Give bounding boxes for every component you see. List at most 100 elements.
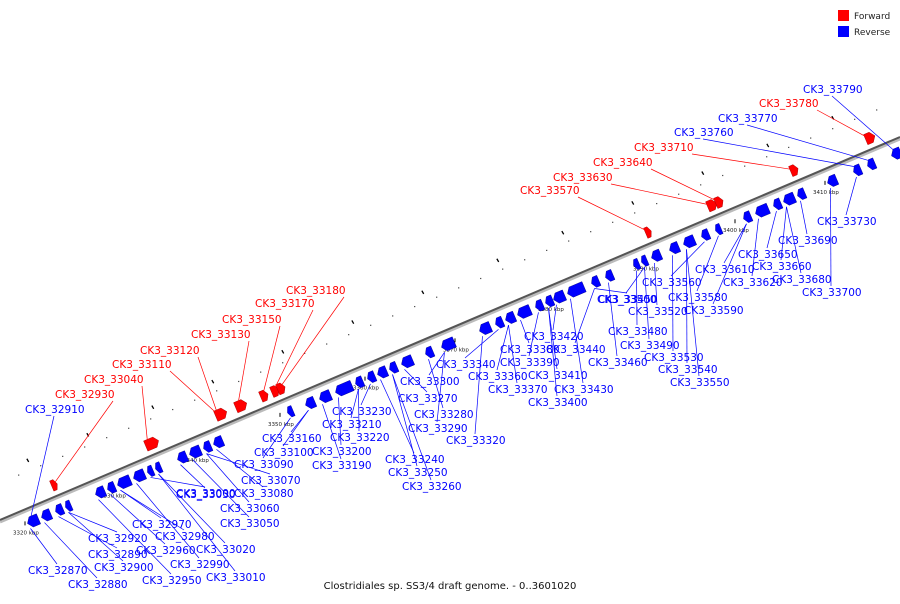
reverse-gene-label[interactable]: CK3_33050 (220, 518, 280, 530)
reverse-gene-label[interactable]: CK3_33250 (388, 467, 448, 479)
reverse-gene-arrow[interactable] (565, 281, 587, 299)
reverse-gene-label[interactable]: CK3_33520 (628, 306, 688, 318)
reverse-gene-label[interactable]: CK3_33030 (176, 489, 236, 501)
reverse-gene-arrow[interactable] (131, 468, 147, 484)
reverse-gene-label[interactable]: CK3_33690 (778, 235, 838, 247)
reverse-gene-label[interactable]: CK3_33460 (588, 357, 648, 369)
reverse-gene-arrow[interactable] (533, 298, 546, 312)
forward-gene-label[interactable]: CK3_33630 (553, 172, 613, 184)
reverse-gene-label[interactable]: CK3_33420 (524, 331, 584, 343)
reverse-gene-arrow[interactable] (781, 191, 797, 207)
reverse-gene-label[interactable]: CK3_33190 (312, 460, 372, 472)
reverse-gene-label[interactable]: CK3_32970 (132, 519, 192, 531)
reverse-gene-label[interactable]: CK3_33500 (597, 294, 657, 306)
reverse-gene-arrow[interactable] (439, 336, 457, 353)
reverse-gene-label[interactable]: CK3_32890 (88, 549, 148, 561)
forward-gene-arrow[interactable] (258, 389, 271, 403)
reverse-gene-label[interactable]: CK3_33540 (658, 364, 718, 376)
forward-gene-arrow[interactable] (233, 398, 249, 414)
reverse-gene-arrow[interactable] (639, 254, 650, 267)
reverse-gene-label[interactable]: CK3_33790 (803, 84, 863, 96)
reverse-gene-arrow[interactable] (851, 163, 864, 177)
forward-gene-label[interactable]: CK3_33150 (222, 314, 282, 326)
reverse-gene-label[interactable]: CK3_32980 (155, 531, 215, 543)
reverse-gene-arrow[interactable] (353, 375, 366, 389)
forward-gene-label[interactable]: CK3_33780 (759, 98, 819, 110)
reverse-gene-arrow[interactable] (115, 474, 133, 491)
reverse-gene-label[interactable]: CK3_33430 (554, 384, 614, 396)
reverse-gene-arrow[interactable] (387, 361, 400, 374)
reverse-gene-label[interactable]: CK3_33390 (500, 357, 560, 369)
reverse-gene-label[interactable]: CK3_33590 (684, 305, 744, 317)
reverse-gene-arrow[interactable] (93, 485, 108, 500)
reverse-gene-label[interactable]: CK3_33080 (234, 488, 294, 500)
reverse-gene-arrow[interactable] (399, 354, 415, 370)
reverse-gene-arrow[interactable] (649, 248, 664, 263)
reverse-gene-arrow[interactable] (25, 513, 41, 529)
reverse-gene-label[interactable]: CK3_33450 (598, 294, 658, 306)
forward-gene-label[interactable]: CK3_33640 (593, 157, 653, 169)
reverse-gene-arrow[interactable] (175, 450, 190, 465)
reverse-gene-arrow[interactable] (187, 444, 203, 460)
reverse-gene-arrow[interactable] (53, 503, 66, 516)
reverse-gene-arrow[interactable] (825, 173, 840, 188)
reverse-gene-label[interactable]: CK3_33480 (608, 326, 668, 338)
reverse-gene-arrow[interactable] (211, 435, 226, 449)
forward-gene-label[interactable]: CK3_33570 (520, 185, 580, 197)
forward-gene-arrow[interactable] (713, 195, 726, 209)
reverse-gene-arrow[interactable] (201, 440, 214, 453)
reverse-gene-label[interactable]: CK3_33440 (546, 344, 606, 356)
reverse-gene-label[interactable]: CK3_32870 (28, 565, 88, 577)
reverse-gene-label[interactable]: CK3_33320 (446, 435, 506, 447)
reverse-gene-arrow[interactable] (771, 197, 784, 211)
reverse-gene-label[interactable]: CK3_33230 (332, 406, 392, 418)
reverse-gene-arrow[interactable] (477, 321, 493, 336)
reverse-gene-label[interactable]: CK3_33650 (738, 249, 798, 261)
forward-gene-arrow[interactable] (643, 226, 654, 239)
reverse-gene-label[interactable]: CK3_33660 (752, 261, 812, 273)
forward-gene-arrow[interactable] (49, 479, 60, 492)
reverse-gene-label[interactable]: CK3_32880 (68, 579, 128, 591)
reverse-gene-arrow[interactable] (667, 241, 682, 255)
reverse-gene-arrow[interactable] (713, 223, 724, 236)
forward-gene-label[interactable]: CK3_33110 (112, 359, 172, 371)
reverse-gene-label[interactable]: CK3_33620 (723, 277, 783, 289)
reverse-gene-arrow[interactable] (795, 187, 808, 201)
reverse-gene-arrow[interactable] (589, 275, 602, 288)
forward-gene-arrow[interactable] (705, 198, 720, 213)
reverse-gene-label[interactable]: CK3_32990 (170, 559, 230, 571)
reverse-gene-label[interactable]: CK3_33530 (644, 352, 704, 364)
reverse-gene-label[interactable]: CK3_33580 (668, 292, 728, 304)
reverse-gene-label[interactable]: CK3_33700 (802, 287, 862, 299)
reverse-gene-label[interactable]: CK3_33770 (718, 113, 778, 125)
reverse-gene-arrow[interactable] (423, 345, 436, 359)
reverse-gene-label[interactable]: CK3_32920 (88, 533, 148, 545)
reverse-gene-arrow[interactable] (39, 508, 54, 523)
forward-gene-label[interactable]: CK3_33170 (255, 298, 315, 310)
reverse-gene-arrow[interactable] (741, 210, 754, 224)
reverse-gene-label[interactable]: CK3_33360 (468, 371, 528, 383)
reverse-gene-arrow[interactable] (753, 202, 771, 219)
reverse-gene-arrow[interactable] (551, 289, 567, 305)
reverse-gene-label[interactable]: CK3_32900 (94, 562, 154, 574)
reverse-gene-label[interactable]: CK3_33240 (385, 454, 445, 466)
reverse-gene-arrow[interactable] (493, 315, 506, 329)
forward-gene-arrow[interactable] (143, 436, 161, 452)
reverse-gene-label[interactable]: CK3_33300 (400, 376, 460, 388)
reverse-gene-arrow[interactable] (543, 294, 556, 308)
reverse-gene-label[interactable]: CK3_33010 (206, 572, 266, 584)
forward-gene-label[interactable]: CK3_32930 (55, 389, 115, 401)
reverse-gene-label[interactable]: CK3_33290 (408, 423, 468, 435)
reverse-gene-label[interactable]: CK3_33340 (436, 359, 496, 371)
reverse-gene-arrow[interactable] (105, 481, 118, 494)
forward-gene-label[interactable]: CK3_33180 (286, 285, 346, 297)
reverse-gene-arrow[interactable] (515, 304, 533, 320)
reverse-gene-label[interactable]: CK3_33160 (262, 433, 322, 445)
reverse-gene-label[interactable]: CK3_33280 (414, 409, 474, 421)
reverse-gene-arrow[interactable] (317, 389, 333, 404)
forward-gene-label[interactable]: CK3_33130 (191, 329, 251, 341)
forward-gene-arrow[interactable] (788, 163, 801, 177)
reverse-gene-label[interactable]: CK3_33760 (674, 127, 734, 139)
reverse-gene-label[interactable]: CK3_33680 (772, 274, 832, 286)
forward-gene-arrow[interactable] (275, 382, 288, 396)
